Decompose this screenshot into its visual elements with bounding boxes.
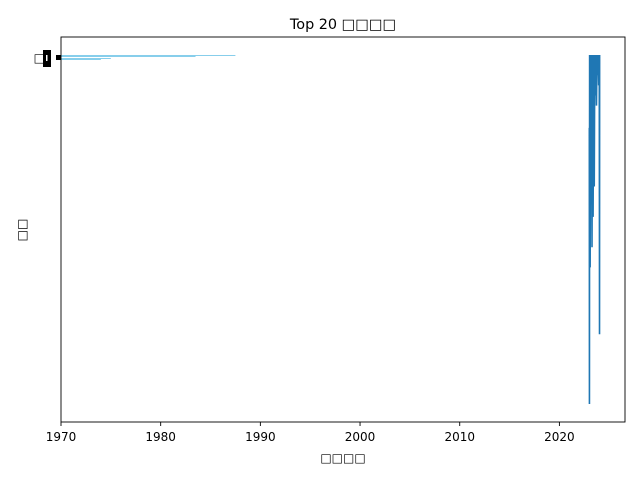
bar	[61, 58, 111, 59]
plot-frame	[60, 36, 626, 423]
x-tick-label: 2020	[544, 430, 575, 444]
x-tick-label: 1980	[145, 430, 176, 444]
marker-glyph-inner	[46, 55, 48, 61]
x-axis-label: □□□□	[320, 451, 365, 465]
line-layer	[588, 54, 601, 405]
bar	[61, 56, 196, 57]
bars-layer	[61, 55, 236, 60]
x-tick-label: 2000	[345, 430, 376, 444]
series-line	[588, 54, 601, 405]
marker-layer	[43, 50, 61, 67]
series-band	[589, 55, 600, 61]
y-tick-label: □	[34, 51, 45, 65]
y-axis-label: □□	[15, 219, 29, 242]
x-axis: 1970 1980 1990 2000 2010 2020	[46, 422, 575, 444]
chart-title: Top 20 □□□□	[289, 17, 396, 33]
bar	[61, 59, 101, 60]
y-axis: □	[34, 51, 61, 65]
x-tick-label: 1990	[245, 430, 276, 444]
x-tick-label: 2010	[444, 430, 475, 444]
plot-area	[43, 50, 601, 405]
bar	[61, 55, 236, 56]
marker-square	[56, 55, 61, 60]
x-tick-label: 1970	[46, 430, 77, 444]
